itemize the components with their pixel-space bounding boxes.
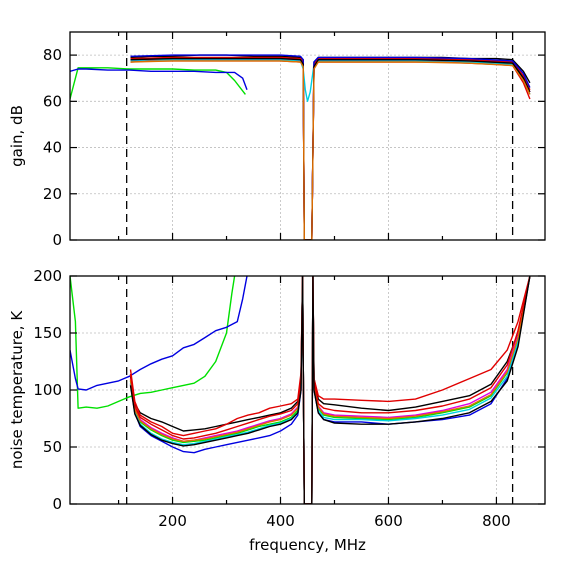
x-tick-label: 800 bbox=[482, 512, 511, 530]
x-axis-title: frequency, MHz bbox=[249, 536, 366, 554]
gain-series-line-10 bbox=[130, 60, 531, 240]
x-tick-label: 200 bbox=[158, 512, 187, 530]
gain-panel: 0 20 40 60 80 gain, dB bbox=[8, 31, 546, 249]
y-tick-label: 20 bbox=[43, 185, 62, 203]
plot-frame bbox=[69, 31, 546, 241]
gain-series-line-5 bbox=[130, 59, 531, 102]
noise-panel: 0 50 100 150 200 200 400 600 800 noise temperatur… bbox=[8, 267, 546, 554]
series-group bbox=[70, 54, 531, 240]
y-axis-title: gain, dB bbox=[8, 105, 26, 167]
noise-series-line-1 bbox=[70, 276, 236, 409]
y-tick-label: 60 bbox=[43, 92, 62, 110]
gain-series-line-2 bbox=[70, 68, 248, 91]
y-tick-label: 50 bbox=[43, 438, 62, 456]
noise-series-line-11 bbox=[129, 276, 531, 504]
x-tick-label: 600 bbox=[374, 512, 403, 530]
y-tick-label: 40 bbox=[43, 139, 62, 157]
noise-series-line-2 bbox=[70, 276, 248, 391]
x-tick-label: 400 bbox=[266, 512, 295, 530]
y-tick-label: 80 bbox=[43, 46, 62, 64]
noise-series-line-10 bbox=[129, 276, 531, 504]
gain-series-line-4 bbox=[130, 60, 531, 240]
y-tick-label: 100 bbox=[33, 381, 62, 399]
series-group bbox=[70, 276, 531, 504]
y-tick-label: 0 bbox=[52, 495, 62, 513]
gain-series-line-1 bbox=[70, 67, 246, 100]
gain-series-line-6 bbox=[130, 57, 531, 240]
y-axis-title: noise temperature, K bbox=[8, 310, 26, 469]
y-tick-label: 200 bbox=[33, 267, 62, 285]
y-tick-label: 0 bbox=[52, 231, 62, 249]
gain-series-line-9 bbox=[130, 57, 531, 240]
gain-series-line-7 bbox=[130, 56, 531, 240]
y-tick-label: 150 bbox=[33, 324, 62, 342]
